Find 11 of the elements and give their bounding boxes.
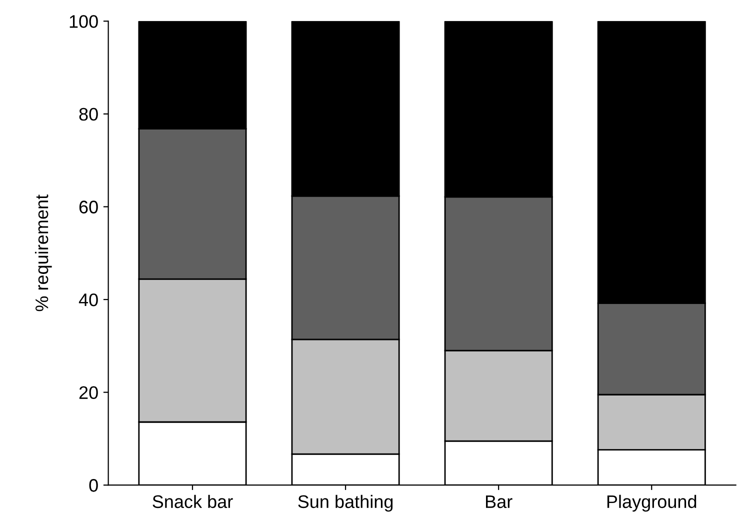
y-axis-title: % requirement	[34, 194, 52, 312]
x-tick-label: Snack bar	[152, 494, 233, 508]
y-tick-label: 0	[89, 479, 98, 492]
x-tick-label: Playground	[607, 494, 696, 512]
y-tick-label: 100	[70, 15, 98, 28]
y-tick-label: 40	[78, 293, 98, 306]
x-tick-label: Bar	[486, 495, 512, 508]
x-tick-label: Sun bathing	[298, 494, 393, 512]
y-tick-label: 80	[79, 108, 98, 121]
y-tick-label: 20	[79, 386, 98, 400]
y-tick-label: 60	[79, 200, 98, 214]
